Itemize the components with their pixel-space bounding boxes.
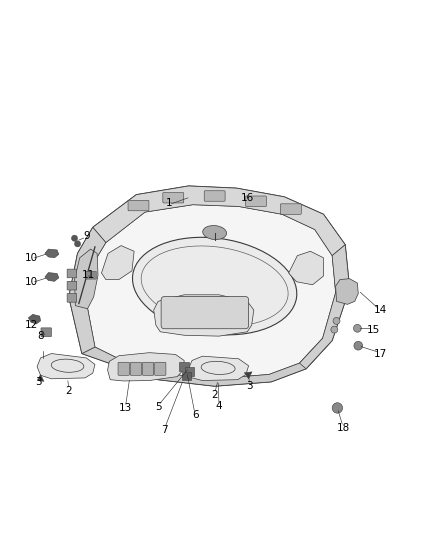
- Text: 3: 3: [35, 377, 42, 387]
- Text: 2: 2: [66, 385, 72, 395]
- Text: 9: 9: [83, 231, 89, 241]
- Text: 4: 4: [215, 401, 223, 411]
- Circle shape: [354, 341, 363, 350]
- FancyBboxPatch shape: [41, 328, 51, 336]
- Circle shape: [332, 403, 343, 413]
- Text: 11: 11: [82, 270, 95, 280]
- FancyBboxPatch shape: [180, 362, 189, 371]
- FancyBboxPatch shape: [67, 281, 77, 290]
- Text: 15: 15: [367, 325, 380, 335]
- Ellipse shape: [203, 225, 226, 239]
- Polygon shape: [289, 251, 323, 285]
- Text: 10: 10: [25, 253, 39, 263]
- Polygon shape: [82, 338, 332, 386]
- Polygon shape: [74, 249, 98, 309]
- FancyBboxPatch shape: [161, 296, 249, 329]
- FancyBboxPatch shape: [130, 362, 141, 375]
- Text: 7: 7: [161, 425, 168, 435]
- Circle shape: [333, 318, 340, 325]
- Text: 13: 13: [119, 403, 132, 413]
- Text: 3: 3: [246, 381, 253, 391]
- FancyBboxPatch shape: [155, 362, 166, 375]
- Polygon shape: [69, 186, 350, 386]
- Text: 16: 16: [240, 193, 254, 203]
- Text: 18: 18: [336, 423, 350, 433]
- Polygon shape: [188, 356, 249, 381]
- Circle shape: [353, 325, 361, 332]
- Polygon shape: [37, 353, 95, 379]
- FancyBboxPatch shape: [86, 271, 96, 279]
- Polygon shape: [244, 372, 252, 379]
- Text: 14: 14: [374, 305, 387, 315]
- FancyBboxPatch shape: [280, 204, 301, 214]
- Text: 8: 8: [37, 331, 44, 341]
- Circle shape: [74, 241, 81, 247]
- FancyBboxPatch shape: [163, 192, 184, 203]
- Text: 6: 6: [192, 410, 198, 421]
- Polygon shape: [69, 228, 106, 353]
- Polygon shape: [154, 295, 254, 336]
- Text: 17: 17: [374, 349, 387, 359]
- Circle shape: [331, 326, 338, 333]
- FancyBboxPatch shape: [182, 372, 191, 380]
- FancyBboxPatch shape: [128, 200, 149, 211]
- Polygon shape: [108, 353, 184, 381]
- Polygon shape: [28, 314, 41, 324]
- Ellipse shape: [132, 237, 297, 335]
- FancyBboxPatch shape: [185, 367, 194, 376]
- Text: 12: 12: [25, 320, 38, 330]
- Text: 1: 1: [166, 198, 172, 208]
- FancyBboxPatch shape: [67, 269, 77, 278]
- Polygon shape: [336, 279, 358, 304]
- Polygon shape: [37, 375, 44, 382]
- Polygon shape: [300, 245, 350, 369]
- Text: 5: 5: [155, 402, 161, 411]
- Text: 2: 2: [212, 390, 218, 400]
- Polygon shape: [45, 272, 59, 281]
- FancyBboxPatch shape: [142, 362, 154, 375]
- FancyBboxPatch shape: [204, 191, 225, 201]
- Polygon shape: [45, 249, 59, 258]
- Circle shape: [71, 235, 78, 241]
- Polygon shape: [93, 186, 345, 256]
- Polygon shape: [102, 246, 134, 279]
- FancyBboxPatch shape: [246, 196, 266, 206]
- Text: 10: 10: [25, 277, 39, 287]
- FancyBboxPatch shape: [67, 294, 77, 302]
- Polygon shape: [86, 205, 336, 379]
- FancyBboxPatch shape: [118, 362, 129, 375]
